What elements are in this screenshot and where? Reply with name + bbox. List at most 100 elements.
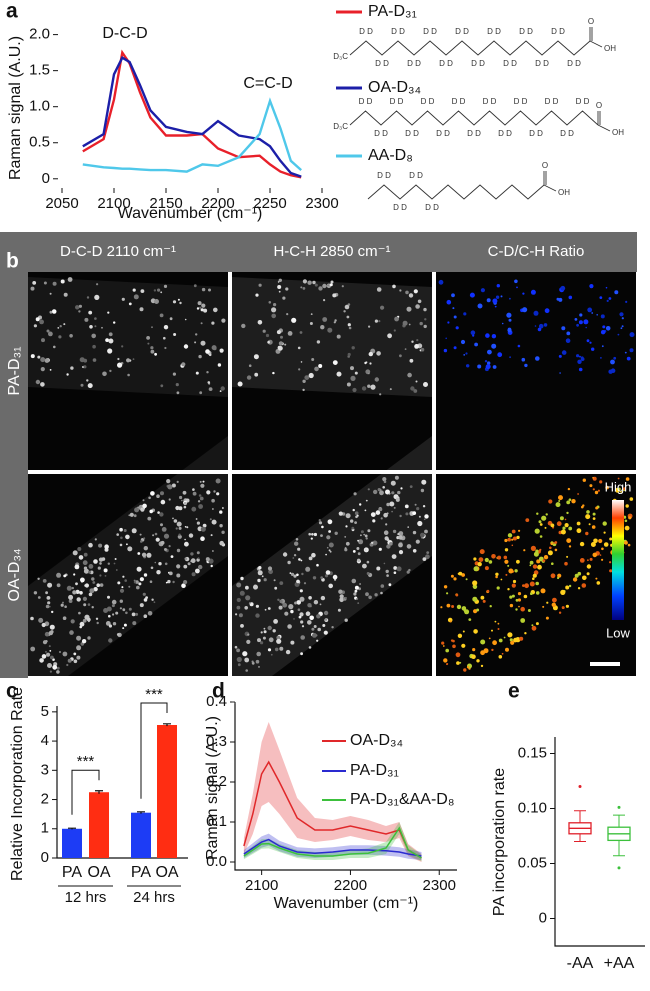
- y-tick-label: 0.1: [206, 813, 227, 830]
- lipid-droplet: [192, 488, 195, 491]
- lipid-droplet: [496, 586, 500, 590]
- lipid-droplet: [358, 539, 364, 545]
- lipid-droplet: [179, 301, 182, 305]
- lipid-droplet: [264, 608, 267, 611]
- lipid-droplet: [56, 666, 60, 670]
- micrograph: [232, 474, 432, 676]
- lipid-droplet: [509, 603, 514, 608]
- lipid-droplet: [295, 538, 299, 541]
- lipid-droplet: [592, 488, 595, 491]
- lipid-droplet: [111, 604, 115, 608]
- lipid-droplet: [107, 348, 113, 354]
- lipid-droplet: [148, 496, 151, 500]
- lipid-droplet: [117, 362, 123, 368]
- lipid-droplet: [494, 620, 497, 623]
- lipid-droplet: [234, 645, 238, 649]
- lipid-droplet: [365, 537, 368, 540]
- lipid-droplet: [316, 340, 321, 344]
- lipid-droplet: [127, 546, 133, 552]
- lipid-droplet: [571, 499, 576, 504]
- lipid-droplet: [41, 622, 46, 628]
- lipid-droplet: [407, 526, 410, 528]
- lipid-droplet: [589, 484, 593, 488]
- lipid-droplet: [492, 298, 498, 304]
- lipid-droplet: [533, 310, 539, 316]
- lipid-droplet: [328, 549, 331, 552]
- lipid-droplet: [386, 544, 391, 549]
- lipid-droplet: [150, 491, 155, 496]
- y-tick-label: 0: [539, 909, 547, 926]
- lipid-droplet: [263, 627, 266, 630]
- lipid-droplet: [592, 552, 598, 558]
- lipid-droplet: [498, 655, 503, 659]
- lipid-droplet: [495, 575, 498, 579]
- lipid-droplet: [105, 621, 111, 626]
- lipid-droplet: [551, 602, 556, 607]
- lipid-droplet: [133, 294, 139, 300]
- lipid-droplet: [554, 548, 558, 552]
- lipid-droplet: [134, 507, 140, 513]
- lipid-droplet: [88, 592, 93, 597]
- lipid-droplet: [190, 552, 194, 556]
- lipid-droplet: [463, 668, 467, 672]
- lipid-droplet: [143, 546, 148, 551]
- lipid-droplet: [276, 638, 282, 644]
- lipid-droplet: [578, 320, 583, 325]
- lipid-droplet: [512, 536, 517, 541]
- panel-label: e: [508, 680, 520, 703]
- lipid-droplet: [443, 348, 448, 353]
- lipid-droplet: [46, 652, 51, 657]
- lipid-droplet: [582, 575, 587, 581]
- lipid-droplet: [592, 512, 596, 516]
- lipid-droplet: [272, 629, 276, 633]
- lipid-droplet: [516, 559, 520, 564]
- lipid-droplet: [327, 284, 329, 287]
- lipid-droplet: [392, 529, 397, 534]
- lipid-droplet: [159, 512, 164, 517]
- lipid-droplet: [326, 535, 331, 540]
- lipid-droplet: [191, 506, 197, 512]
- lipid-droplet: [313, 600, 319, 605]
- lipid-droplet: [51, 309, 57, 314]
- lipid-droplet: [245, 585, 249, 590]
- lipid-droplet: [49, 310, 53, 314]
- lipid-droplet: [507, 588, 510, 591]
- x-tick-label: +AA: [604, 955, 635, 972]
- lipid-droplet: [579, 313, 583, 317]
- lipid-droplet: [586, 564, 592, 569]
- lipid-droplet: [81, 639, 87, 644]
- lipid-droplet: [184, 526, 187, 528]
- lipid-droplet: [195, 518, 198, 520]
- lipid-droplet: [108, 338, 114, 344]
- lipid-droplet: [124, 579, 127, 582]
- x-tick-label: 2250: [253, 195, 286, 212]
- lipid-droplet: [482, 599, 486, 603]
- y-tick-label: 3: [41, 761, 49, 778]
- lipid-droplet: [348, 326, 352, 330]
- lipid-droplet: [308, 556, 313, 561]
- y-tick-label: 0.0: [206, 853, 227, 870]
- lipid-droplet: [520, 606, 525, 612]
- lipid-droplet: [535, 549, 539, 553]
- lipid-droplet: [121, 345, 124, 348]
- lipid-droplet: [534, 325, 537, 327]
- lipid-droplet: [82, 560, 88, 566]
- lipid-droplet: [104, 575, 107, 577]
- lipid-droplet: [364, 548, 367, 551]
- lipid-droplet: [93, 559, 98, 564]
- lipid-droplet: [196, 521, 200, 525]
- atom-label: D: [455, 27, 461, 36]
- lipid-droplet: [591, 312, 594, 314]
- y-axis-label: PA incorporation rate: [491, 768, 508, 916]
- lipid-droplet: [382, 477, 387, 482]
- lipid-droplet: [543, 555, 549, 560]
- lipid-droplet: [473, 557, 477, 561]
- lipid-droplet: [78, 611, 81, 615]
- lipid-droplet: [477, 364, 482, 369]
- lipid-droplet: [413, 389, 418, 393]
- atom-label: D: [511, 59, 517, 68]
- lipid-droplet: [472, 580, 478, 586]
- lipid-droplet: [136, 585, 140, 590]
- lipid-droplet: [200, 536, 205, 541]
- lipid-droplet: [208, 387, 213, 391]
